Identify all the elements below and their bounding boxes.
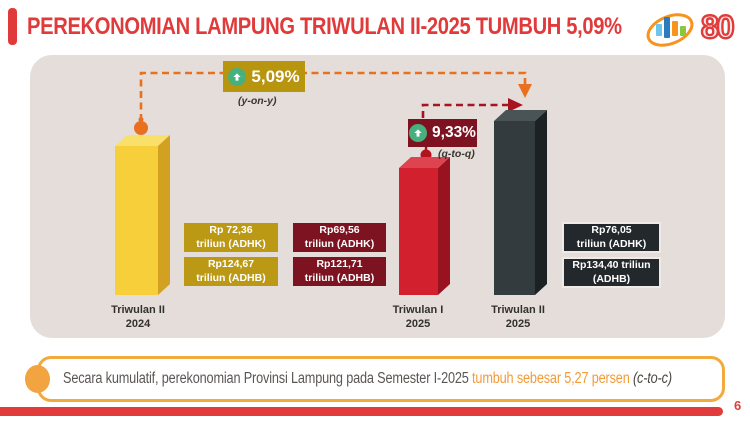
value-box-q1-2025-adhk: Rp69,56 triliun (ADHK) <box>293 223 386 252</box>
value-line: Rp124,67 <box>207 257 255 270</box>
bar-label-line: 2025 <box>405 318 431 331</box>
bar-side-face <box>438 157 450 295</box>
value-box-q1-2025-adhb: Rp121,71 triliun (ADHB) <box>293 257 386 286</box>
bps-logo <box>644 6 696 57</box>
up-arrow-icon <box>409 124 428 142</box>
bar-triwulan-ii-2025 <box>494 110 547 295</box>
bar-label-line: 2024 <box>125 318 151 331</box>
bar-label-triwulan-i-2025: Triwulan I 2025 <box>373 303 463 332</box>
qtoq-growth-badge: 9,33% <box>408 119 477 147</box>
value-box-2024-adhk: Rp 72,36 triliun (ADHK) <box>184 223 278 252</box>
value-line: triliun (ADHK) <box>304 237 375 250</box>
bar-label-line: Triwulan II <box>491 304 545 316</box>
value-box-2024-adhb: Rp124,67 triliun (ADHB) <box>184 257 278 286</box>
bar-label-line: 2025 <box>505 318 531 331</box>
qtoq-growth-value: 9,33% <box>432 124 476 141</box>
bar-triwulan-ii-2024 <box>115 135 170 295</box>
value-line: (ADHB) <box>592 272 631 285</box>
value-box-q2-2025-adhb: Rp134,40 triliun (ADHB) <box>562 257 661 288</box>
bar-label-line: Triwulan I <box>392 304 444 316</box>
value-line: Rp 72,36 <box>209 223 253 236</box>
value-line: triliun (ADHB) <box>304 271 375 284</box>
summary-banner: Secara kumulatif, perekonomian Provinsi … <box>37 356 725 402</box>
anniversary-80-text: 80 <box>701 9 734 45</box>
anniversary-80-icon: 80 <box>700 8 737 46</box>
value-line: Rp76,05 <box>591 223 632 236</box>
qtoq-arrowhead-icon <box>508 98 523 112</box>
qtoq-dashed-connector <box>421 103 509 118</box>
up-arrow-icon <box>228 67 247 86</box>
yoy-growth-badge: 5,09% <box>223 61 305 92</box>
banner-bullet-icon <box>25 365 50 393</box>
bps-logo-icon <box>646 13 694 47</box>
bps-bar-blue <box>664 17 670 38</box>
bar-triwulan-i-2025 <box>399 157 450 295</box>
yoy-growth-value: 5,09% <box>251 66 300 86</box>
bar-front-face <box>399 168 438 295</box>
value-line: Rp69,56 <box>319 223 360 236</box>
anniversary-80-logo: 80 <box>699 6 745 53</box>
bar-front-face <box>494 121 535 295</box>
yoy-growth-note: (y-on-y) <box>238 95 277 107</box>
value-line: triliun (ADHK) <box>576 237 647 250</box>
bps-bar-orange <box>672 21 678 36</box>
bps-bar-green <box>680 26 686 36</box>
value-line: triliun (ADHB) <box>196 271 266 284</box>
value-line: triliun (ADHK) <box>196 237 266 250</box>
summary-highlight: tumbuh sebesar 5,27 persen <box>472 370 630 387</box>
bar-chart <box>115 71 547 295</box>
value-line: Rp134,40 triliun <box>572 258 651 271</box>
footer-accent-line <box>0 407 723 416</box>
bps-bar-lightblue <box>656 24 662 36</box>
bar-side-face <box>535 110 547 295</box>
bar-top-face <box>115 135 170 146</box>
yoy-dashed-connector <box>139 71 527 121</box>
yoy-arrowhead-icon <box>518 84 532 98</box>
bar-top-face <box>399 157 450 168</box>
page-title: PEREKONOMIAN LAMPUNG TRIWULAN II-2025 TU… <box>27 13 622 40</box>
title-accent-bar <box>8 8 17 45</box>
value-box-q2-2025-adhk: Rp76,05 triliun (ADHK) <box>562 222 661 253</box>
summary-prefix: Secara kumulatif, perekonomian Provinsi … <box>63 370 473 387</box>
bar-side-face <box>158 135 170 295</box>
bar-label-triwulan-ii-2024: Triwulan II 2024 <box>93 303 183 332</box>
summary-suffix: (c-to-c) <box>629 370 672 387</box>
yoy-origin-dot-nub <box>138 117 144 122</box>
page-number: 6 <box>734 398 742 413</box>
bar-label-triwulan-ii-2025: Triwulan II 2025 <box>473 303 563 332</box>
bar-front-face <box>115 146 158 295</box>
bar-label-line: Triwulan II <box>111 304 165 316</box>
yoy-origin-dot <box>134 121 148 135</box>
summary-text: Secara kumulatif, perekonomian Provinsi … <box>63 370 672 388</box>
bar-top-face <box>494 110 547 121</box>
value-line: Rp121,71 <box>316 257 363 270</box>
qtoq-growth-note: (q-to-q) <box>438 148 475 160</box>
